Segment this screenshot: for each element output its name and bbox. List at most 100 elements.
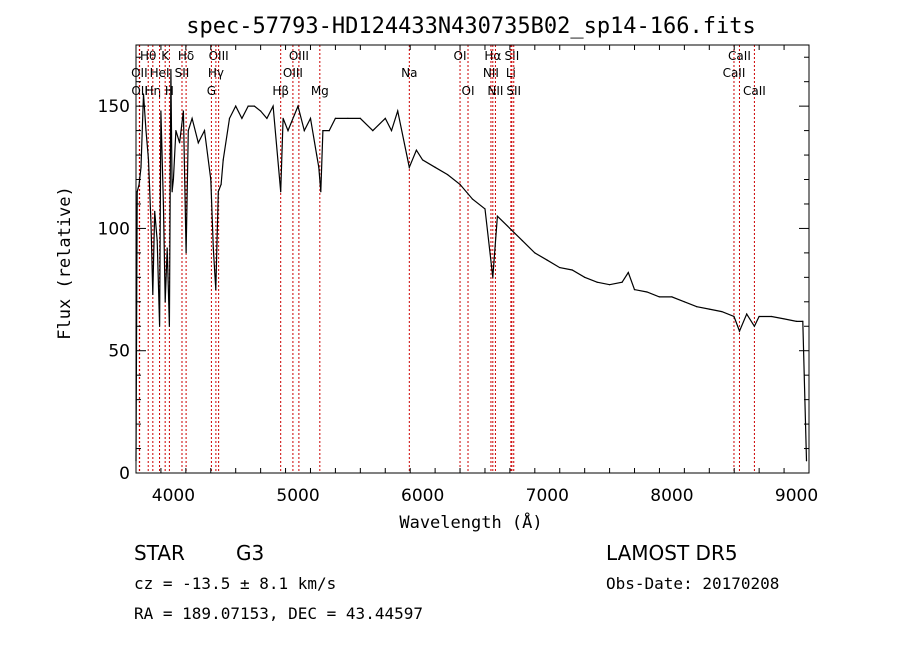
spectrum-point — [191, 117, 193, 119]
spectrum-point — [287, 130, 289, 132]
spectrum-point — [596, 281, 598, 283]
spectrum-point — [646, 291, 648, 293]
spectrum-point — [266, 117, 268, 119]
line-marker-label-10: Hγ — [208, 66, 224, 80]
x-tick-label: 8000 — [650, 486, 693, 506]
line-marker-label-11: G — [207, 84, 216, 98]
spectrum-point — [783, 318, 785, 320]
spectrum-point — [671, 296, 673, 298]
line-marker-label-21: NII — [487, 84, 503, 98]
spectrum-point — [156, 240, 158, 242]
x-axis-label: Wavelength (Å) — [399, 511, 542, 533]
spectrum-point — [164, 301, 166, 303]
spectrum-point — [235, 105, 237, 107]
spectrum-point — [546, 259, 548, 261]
spectrum-point — [253, 105, 255, 107]
spectrum-series — [135, 68, 808, 462]
spectrum-point — [384, 117, 386, 119]
spectrum-point — [322, 130, 324, 132]
x-tick-label: 5000 — [276, 486, 319, 506]
spectrum-point — [446, 174, 449, 176]
chart-title: spec-57793-HD124433N430735B02_sp14-166.f… — [186, 14, 756, 39]
line-marker-label-9: OIII — [209, 49, 229, 63]
line-marker-label-18: OI — [462, 84, 475, 98]
spectrum-point — [212, 247, 214, 249]
spectrum-point — [621, 281, 623, 283]
x-tick-label: 6000 — [401, 486, 444, 506]
spectrum-point — [758, 315, 760, 318]
x-axis: 4000 5000 6000 7000 8000 9000 — [135, 45, 818, 506]
spectrum-point — [140, 166, 142, 168]
spectrum-point — [272, 105, 274, 107]
line-marker-label-15: Mg — [311, 84, 329, 98]
spectrum-point — [521, 240, 523, 242]
spectrum-point — [162, 203, 165, 205]
line-marker-label-8: Hδ — [178, 49, 194, 63]
object-class: STAR — [134, 541, 185, 565]
spectrum-point — [187, 130, 189, 132]
line-marker-label-6: H — [165, 84, 174, 98]
spectrum-point — [241, 117, 243, 119]
spectrum-point — [154, 210, 156, 212]
spectrum-point — [152, 293, 154, 296]
spectrum-point — [484, 208, 486, 210]
spectrum-point — [185, 252, 187, 254]
spectrum-point — [771, 315, 773, 318]
spectrum-point — [415, 149, 418, 151]
x-tick-label: 4000 — [152, 486, 195, 506]
spectrum-point — [633, 288, 636, 291]
spectrum-point — [150, 222, 152, 225]
spectrum-point — [708, 308, 710, 310]
spectrum-point — [318, 166, 320, 168]
spectrum-point — [471, 198, 474, 200]
line-marker-label-22: SII — [505, 49, 520, 63]
spectrum-point — [753, 325, 756, 327]
spectrum-point — [795, 320, 798, 322]
spectrum-point — [158, 325, 161, 327]
x-tick-label: 9000 — [775, 486, 818, 506]
spectrum-point — [347, 117, 349, 119]
line-marker-label-25: CaII — [728, 49, 751, 63]
spectrum-point — [746, 313, 748, 315]
survey-name: LAMOST DR5 — [606, 541, 738, 565]
line-marker-label-16: Na — [401, 66, 417, 80]
y-tick-label: 0 — [119, 464, 130, 484]
y-tick-label: 150 — [98, 97, 130, 117]
spectrum-point — [138, 183, 140, 186]
spectrum-point — [215, 288, 217, 291]
spectrum-point — [220, 183, 222, 186]
line-marker-label-24: SII — [506, 84, 521, 98]
spectrum-point — [492, 276, 494, 278]
spectrum-point — [390, 130, 393, 132]
spectrum-point — [247, 105, 249, 107]
line-marker-label-19: Hα — [484, 49, 501, 63]
line-marker-label-17: OI — [454, 49, 467, 63]
line-marker-label-13: OIII — [289, 49, 309, 63]
spectrum-point — [459, 183, 461, 186]
spectrum-point — [608, 284, 611, 286]
spectrum-point — [738, 330, 741, 332]
spectrum-point — [136, 191, 138, 193]
x-tick-label: 7000 — [526, 486, 569, 506]
spectrum-point — [282, 117, 284, 119]
spectrum-point — [434, 166, 436, 168]
spectrum-point — [160, 110, 162, 112]
y-axis-label: Flux (relative) — [55, 186, 75, 340]
spectrum-point — [397, 110, 399, 112]
spectrum-line-0 — [135, 69, 808, 461]
line-marker-label-4: HeI — [150, 66, 170, 80]
line-marker-label-7: SII — [175, 66, 190, 80]
spectrum-point — [228, 117, 231, 119]
line-marker-label-26: CaII — [723, 66, 746, 80]
spectrum-point — [166, 247, 168, 249]
y-axis: 0 50 100 150 — [98, 56, 809, 484]
spectrum-point — [168, 325, 171, 327]
spectrum-point — [217, 191, 219, 193]
spectrum-point — [334, 117, 337, 119]
line-marker-label-27: CaII — [743, 84, 766, 98]
spectrum-point — [696, 306, 698, 308]
spectrum-point — [170, 68, 172, 71]
spectrum-point — [534, 252, 536, 254]
spectrum-point — [802, 320, 804, 322]
